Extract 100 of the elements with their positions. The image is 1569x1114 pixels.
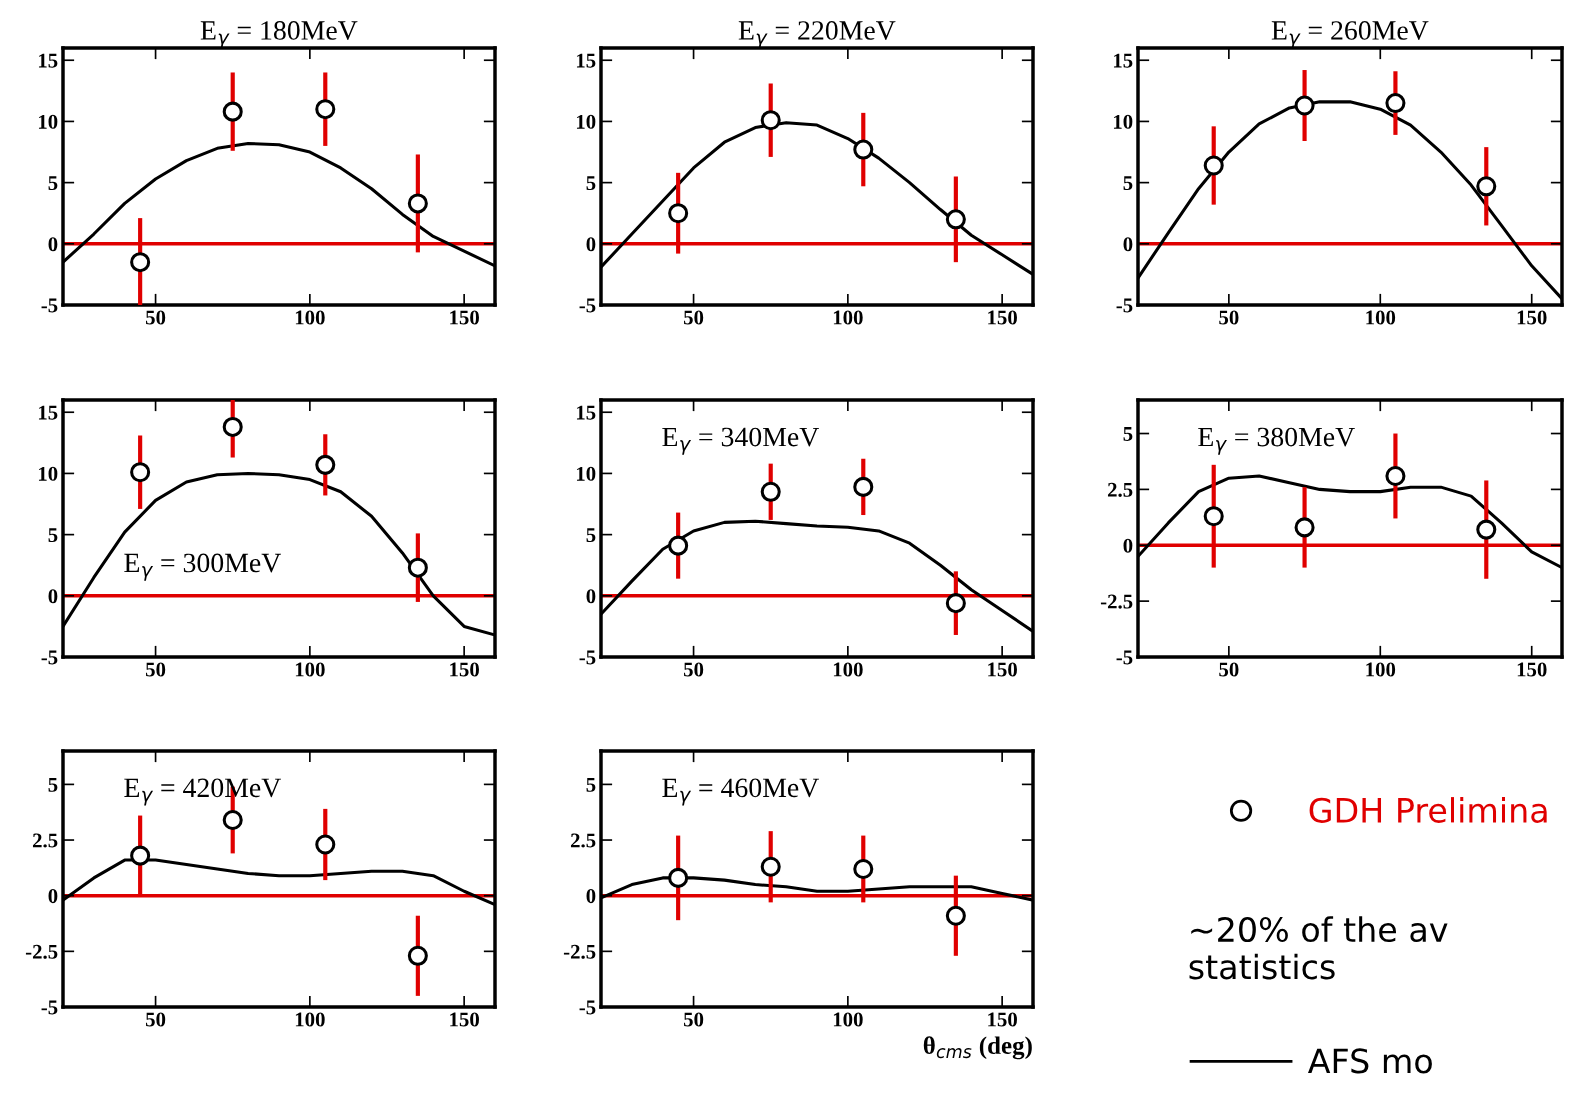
y-tick-label: 5	[48, 528, 58, 543]
point	[1203, 155, 1224, 176]
point	[407, 193, 428, 214]
annotation: E$_{γ}$ = 340MeV	[662, 427, 819, 455]
y-tick-label: -5	[579, 650, 596, 665]
y-tick-label: -5	[41, 298, 58, 313]
point	[1294, 517, 1315, 538]
x-tick-label: 100	[1366, 662, 1396, 677]
point	[853, 476, 874, 497]
annotation: E$_{γ}$ = 300MeV	[124, 553, 281, 581]
y-tick-label: 15	[1113, 53, 1133, 68]
y-tick-label: 0	[1123, 237, 1133, 252]
point	[668, 203, 689, 224]
chart-title: E$_{γ}$ = 220MeV	[738, 21, 896, 49]
y-tick-label: -2.5	[1100, 594, 1133, 609]
point	[945, 593, 966, 614]
x-tick-label: 100	[295, 1012, 325, 1027]
point	[315, 454, 336, 475]
point	[945, 209, 966, 230]
annotation: E$_{γ}$ = 380MeV	[1198, 427, 1355, 455]
point	[853, 139, 874, 160]
y-tick-label: 0	[48, 889, 58, 904]
point	[1385, 93, 1406, 114]
x-tick-label: 50	[1219, 310, 1239, 325]
point	[407, 557, 428, 578]
text: ~20% of the av statistics	[1189, 916, 1448, 980]
x-tick-label: 50	[145, 662, 166, 677]
x-tick-label: 150	[988, 662, 1017, 677]
y-tick-label: 10	[576, 466, 596, 481]
x-tick-label: 50	[683, 1012, 704, 1027]
point	[1203, 506, 1224, 527]
x-tick-label: 100	[833, 310, 863, 325]
y-tick-label: 0	[48, 237, 58, 252]
x-tick-label: 50	[145, 310, 166, 325]
x-tick-label: 100	[295, 662, 325, 677]
point	[130, 845, 151, 866]
x-tick-label: 150	[450, 310, 479, 325]
point	[1476, 519, 1497, 540]
x-axis-title: θ$_{cms}$ (deg)	[923, 1036, 1032, 1060]
annotation: E$_{γ}$ = 420MeV	[124, 778, 281, 806]
point	[1476, 176, 1497, 197]
x-tick-label: 150	[1517, 662, 1547, 677]
y-tick-label: 15	[38, 53, 58, 68]
legend-label: GDH Prelimina	[1309, 797, 1547, 823]
point	[130, 462, 151, 483]
x-tick-label: 150	[988, 1012, 1017, 1027]
y-tick-label: 0	[48, 589, 58, 604]
point	[945, 905, 966, 926]
y-tick-label: 15	[38, 405, 58, 420]
y-tick-label: 10	[1113, 114, 1133, 129]
y-tick-label: 5	[586, 176, 596, 191]
point	[1385, 465, 1406, 487]
y-tick-label: -5	[41, 650, 58, 665]
y-tick-label: 10	[576, 114, 596, 129]
y-tick-label: 0	[586, 237, 596, 252]
x-tick-label: 100	[833, 1012, 863, 1027]
y-tick-label: 0	[586, 889, 596, 904]
y-tick-label: 15	[576, 53, 596, 68]
annotation: E$_{γ}$ = 460MeV	[662, 778, 819, 806]
x-tick-label: 100	[1366, 310, 1396, 325]
x-tick-label: 100	[833, 662, 863, 677]
y-tick-label: -5	[579, 298, 596, 313]
point	[315, 834, 336, 855]
x-tick-label: 150	[988, 310, 1017, 325]
point	[407, 945, 428, 966]
x-tick-label: 150	[1517, 310, 1547, 325]
x-tick-label: 150	[450, 662, 479, 677]
x-tick-label: 50	[145, 1012, 166, 1027]
point	[130, 252, 151, 273]
x-tick-label: 150	[450, 1012, 479, 1027]
y-tick-label: 5	[1123, 427, 1133, 441]
y-tick-label: 5	[586, 777, 596, 792]
y-tick-label: -5	[1116, 298, 1133, 313]
y-tick-label: -5	[1116, 650, 1133, 665]
x-tick-label: 50	[683, 310, 704, 325]
point	[760, 856, 781, 877]
y-tick-label: 5	[48, 777, 58, 792]
y-tick-label: 2.5	[570, 833, 596, 848]
y-tick-label: 0	[1123, 538, 1133, 553]
y-tick-label: -5	[579, 1000, 596, 1015]
x-tick-label: 100	[295, 310, 325, 325]
y-tick-label: -5	[41, 1000, 58, 1015]
x-tick-label: 50	[1219, 662, 1239, 677]
point	[668, 867, 689, 888]
point	[315, 99, 336, 120]
y-tick-label: 15	[576, 405, 596, 420]
y-tick-label: 2.5	[1107, 482, 1133, 497]
y-tick-label: 10	[38, 114, 58, 129]
point	[668, 535, 689, 556]
y-tick-label: 5	[48, 176, 58, 191]
y-tick-label: -2.5	[563, 944, 596, 959]
y-tick-label: 5	[1123, 176, 1133, 191]
x-tick-label: 50	[683, 662, 704, 677]
y-tick-label: 2.5	[32, 833, 58, 848]
point	[760, 110, 781, 131]
point	[222, 101, 243, 122]
chart-title: E$_{γ}$ = 260MeV	[1271, 21, 1429, 49]
point	[853, 858, 874, 880]
y-tick-label: 0	[586, 589, 596, 604]
y-tick-label: -2.5	[25, 944, 58, 959]
